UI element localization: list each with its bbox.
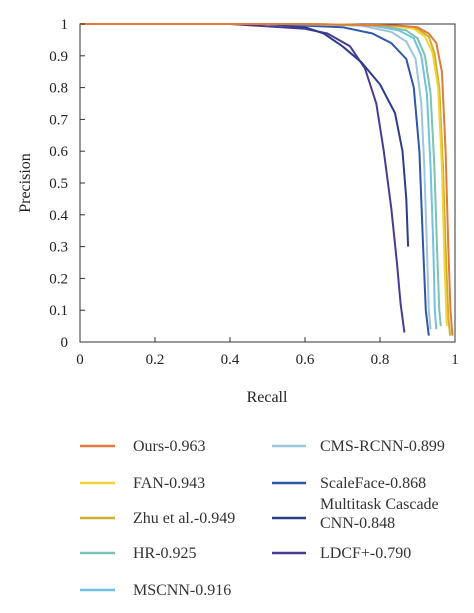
legend-label: FAN-0.943 xyxy=(133,475,205,492)
y-tick-label: 0.7 xyxy=(49,112,68,128)
x-tick-label: 0.4 xyxy=(221,352,240,368)
legend-label: Multitask Cascade CNN-0.848 xyxy=(320,496,439,532)
legend-label: CMS-RCNN-0.899 xyxy=(320,438,445,455)
legend-label: LDCF+-0.790 xyxy=(320,545,411,562)
series-curves xyxy=(80,23,454,336)
legend-label: MSCNN-0.916 xyxy=(133,582,231,599)
series-line xyxy=(80,23,410,247)
x-tick-label: 1 xyxy=(451,352,459,368)
x-tick-label: 0.2 xyxy=(146,352,165,368)
legend: Ours-0.963 FAN-0.943 Zhu et al.-0.949 HR-0.… xyxy=(80,438,445,599)
y-tick-label: 0.4 xyxy=(49,208,68,224)
plot-area xyxy=(79,23,456,343)
y-tick-label: 0.8 xyxy=(49,81,68,97)
series-line xyxy=(80,23,406,333)
x-tick-label: 0.8 xyxy=(371,352,390,368)
y-tick-label: 1 xyxy=(61,17,69,33)
x-axis-ticks: 0 0.2 0.4 0.6 0.8 1 xyxy=(76,337,459,368)
legend-label: HR-0.925 xyxy=(133,545,197,562)
legend-label: Zhu et al.-0.949 xyxy=(133,510,235,527)
legend-label: Ours-0.963 xyxy=(133,438,205,455)
y-tick-label: 0.3 xyxy=(49,240,68,256)
x-tick-label: 0 xyxy=(76,352,84,368)
legend-label: ScaleFace-0.868 xyxy=(320,475,426,492)
x-tick-label: 0.6 xyxy=(296,352,315,368)
y-axis-label: Precision xyxy=(17,153,34,213)
y-tick-label: 0.5 xyxy=(49,176,68,192)
y-tick-label: 0.9 xyxy=(49,49,68,65)
y-axis-ticks: 0 0.1 0.2 0.3 0.4 0.5 0.6 0.7 0.8 0.9 1 xyxy=(49,17,85,351)
x-axis-label: Recall xyxy=(247,389,288,406)
y-tick-label: 0 xyxy=(61,335,69,351)
series-line xyxy=(80,23,430,336)
series-line xyxy=(80,23,454,336)
y-tick-label: 0.1 xyxy=(49,303,68,319)
y-tick-label: 0.6 xyxy=(49,144,68,160)
y-tick-label: 0.2 xyxy=(49,271,68,287)
